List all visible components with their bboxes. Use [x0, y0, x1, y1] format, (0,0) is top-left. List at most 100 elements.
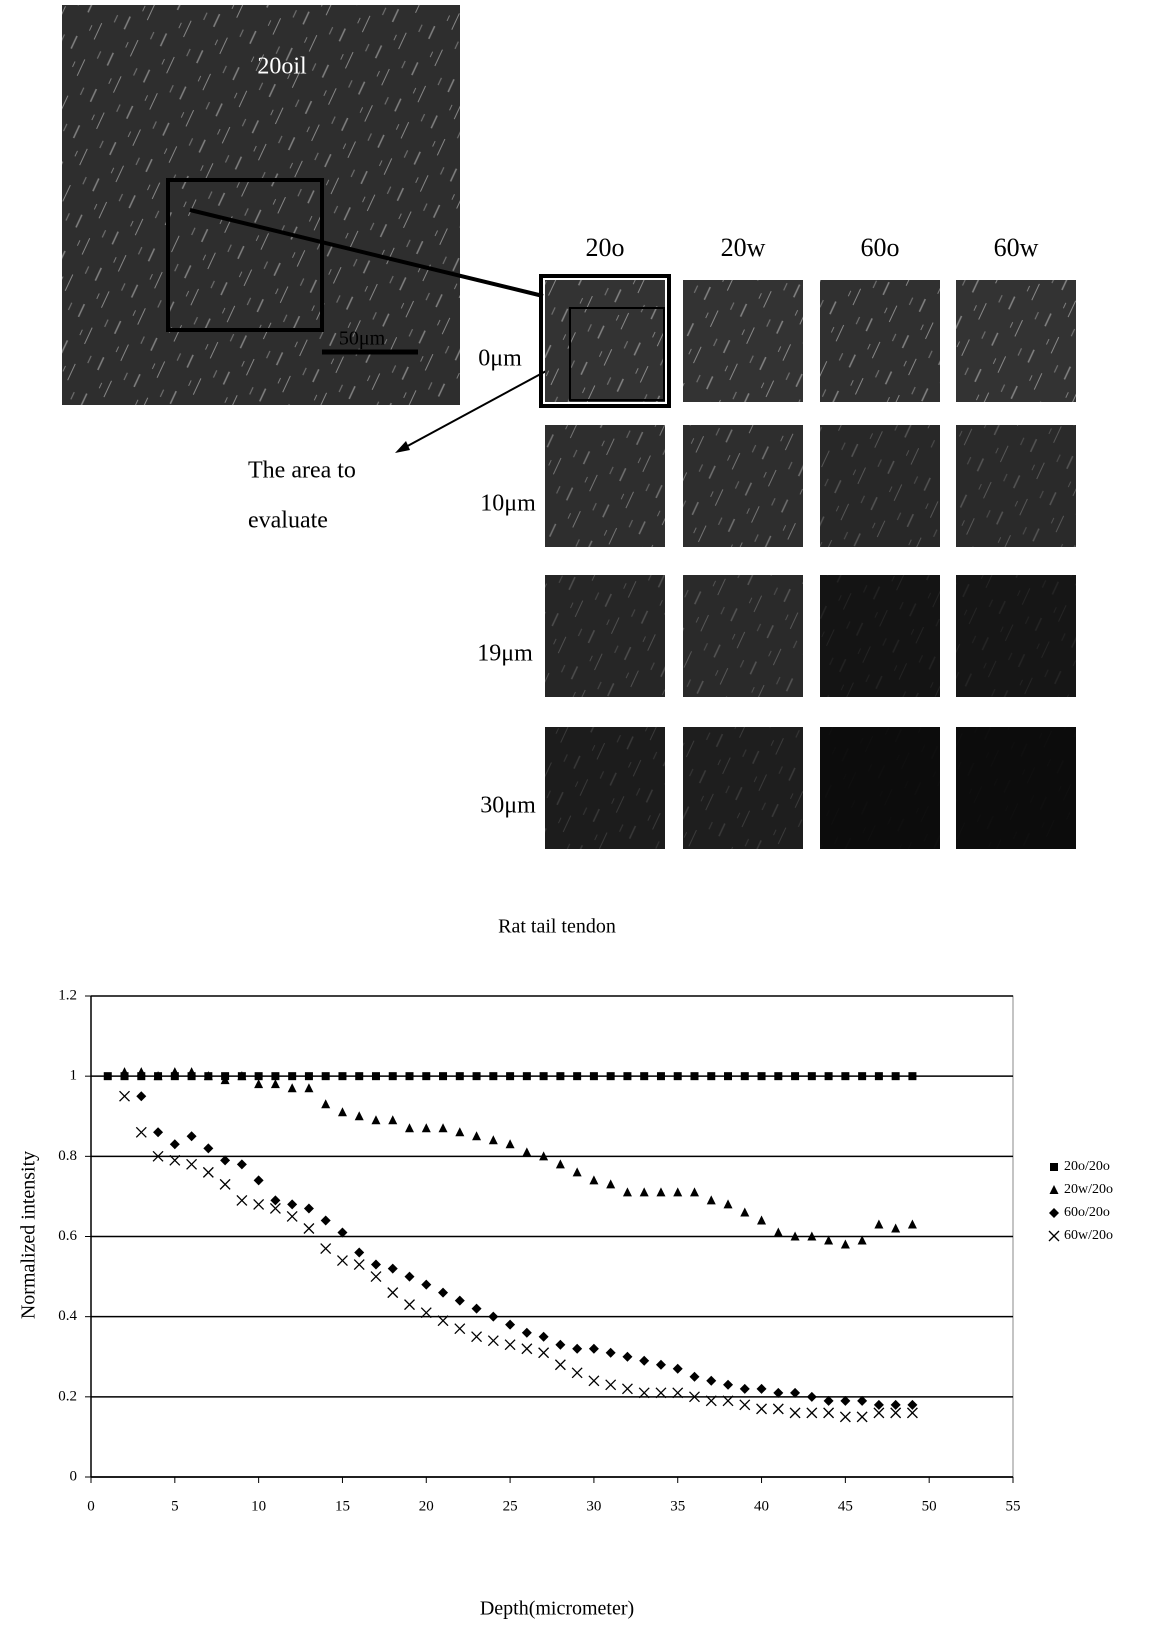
tile-texture — [956, 575, 1076, 697]
marker-cross — [824, 1408, 834, 1418]
marker-square — [288, 1072, 296, 1080]
marker-cross — [539, 1348, 549, 1358]
marker-square — [506, 1072, 514, 1080]
marker-triangle — [573, 1167, 582, 1176]
column-label: 20o — [586, 233, 625, 262]
column-label: 60w — [994, 233, 1039, 262]
marker-triangle — [891, 1223, 900, 1232]
marker-triangle — [338, 1107, 347, 1116]
marker-triangle — [606, 1179, 615, 1188]
marker-square — [473, 1072, 481, 1080]
marker-diamond — [622, 1352, 632, 1362]
marker-diamond — [639, 1356, 649, 1366]
marker-diamond — [388, 1264, 398, 1274]
marker-square — [858, 1072, 866, 1080]
marker-diamond — [153, 1127, 163, 1137]
marker-square — [623, 1072, 631, 1080]
marker-triangle — [120, 1067, 129, 1076]
tile-texture — [683, 575, 803, 697]
marker-triangle — [321, 1099, 330, 1108]
marker-cross — [321, 1244, 331, 1254]
y-tick-label: 1.2 — [58, 987, 77, 1003]
figure: 50μm 20oil The area to evaluate 20o20w60… — [0, 0, 1176, 1625]
marker-diamond — [354, 1248, 364, 1258]
marker-diamond — [807, 1392, 817, 1402]
marker-diamond — [522, 1328, 532, 1338]
x-tick-label: 25 — [503, 1498, 518, 1514]
marker-triangle — [371, 1115, 380, 1124]
marker-square — [104, 1072, 112, 1080]
x-tick-label: 0 — [87, 1498, 95, 1514]
x-tick-label: 20 — [419, 1498, 434, 1514]
marker-diamond — [706, 1376, 716, 1386]
marker-cross — [773, 1404, 783, 1414]
marker-cross — [254, 1199, 264, 1209]
marker-square — [741, 1072, 749, 1080]
marker-triangle — [623, 1187, 632, 1196]
marker-square — [841, 1072, 849, 1080]
marker-diamond — [472, 1304, 482, 1314]
marker-square — [657, 1072, 665, 1080]
marker-square — [523, 1072, 531, 1080]
marker-diamond — [656, 1360, 666, 1370]
arrow-head — [395, 441, 410, 453]
y-tick-label: 0 — [70, 1468, 78, 1484]
marker-triangle — [405, 1123, 414, 1132]
marker-square — [355, 1072, 363, 1080]
tile-texture — [545, 575, 665, 697]
x-tick-label: 30 — [586, 1498, 601, 1514]
marker-triangle — [757, 1215, 766, 1224]
marker-cross — [455, 1324, 465, 1334]
marker-square — [674, 1072, 682, 1080]
tile-texture — [820, 727, 940, 849]
marker-square — [456, 1072, 464, 1080]
marker-diamond — [287, 1199, 297, 1209]
x-tick-label: 15 — [335, 1498, 350, 1514]
marker-triangle — [288, 1083, 297, 1092]
marker-square — [439, 1072, 447, 1080]
marker-triangle — [439, 1123, 448, 1132]
row-label: 0μm — [478, 346, 522, 372]
x-tick-label: 10 — [251, 1498, 266, 1514]
chart: Rat tail tendon Depth(micrometer) Normal… — [18, 916, 1113, 1620]
tile-texture — [545, 425, 665, 547]
scale-bar-label: 50μm — [339, 328, 386, 350]
marker-triangle — [908, 1219, 917, 1228]
marker-diamond — [170, 1139, 180, 1149]
marker-diamond — [757, 1384, 767, 1394]
tile-texture — [820, 425, 940, 547]
marker-triangle — [640, 1187, 649, 1196]
marker-square — [607, 1072, 615, 1080]
marker-square — [305, 1072, 313, 1080]
marker-triangle — [254, 1079, 263, 1088]
tile-texture — [545, 280, 665, 402]
marker-square — [556, 1072, 564, 1080]
marker-cross — [555, 1360, 565, 1370]
marker-diamond — [572, 1344, 582, 1354]
y-tick-label: 0.6 — [58, 1228, 77, 1244]
legend-label: 60o/20o — [1064, 1205, 1110, 1220]
legend-label: 60w/20o — [1064, 1228, 1113, 1243]
marker-square — [808, 1072, 816, 1080]
marker-diamond — [891, 1400, 901, 1410]
marker-square — [758, 1072, 766, 1080]
marker-square — [825, 1072, 833, 1080]
marker-cross — [740, 1400, 750, 1410]
x-tick-label: 5 — [171, 1498, 179, 1514]
marker-diamond — [455, 1296, 465, 1306]
y-tick-label: 0.8 — [58, 1148, 77, 1164]
marker-diamond — [723, 1380, 733, 1390]
marker-triangle — [472, 1131, 481, 1140]
marker-cross — [203, 1167, 213, 1177]
marker-cross — [405, 1300, 415, 1310]
row-label: 30μm — [480, 793, 536, 819]
marker-cross — [1049, 1231, 1059, 1241]
marker-diamond — [539, 1332, 549, 1342]
x-tick-label: 55 — [1006, 1498, 1021, 1514]
tile-texture — [545, 727, 665, 849]
chart-title: Rat tail tendon — [498, 916, 616, 938]
overview-label: 20oil — [257, 54, 307, 80]
column-label: 20w — [721, 233, 766, 262]
marker-triangle — [355, 1111, 364, 1120]
marker-cross — [622, 1384, 632, 1394]
